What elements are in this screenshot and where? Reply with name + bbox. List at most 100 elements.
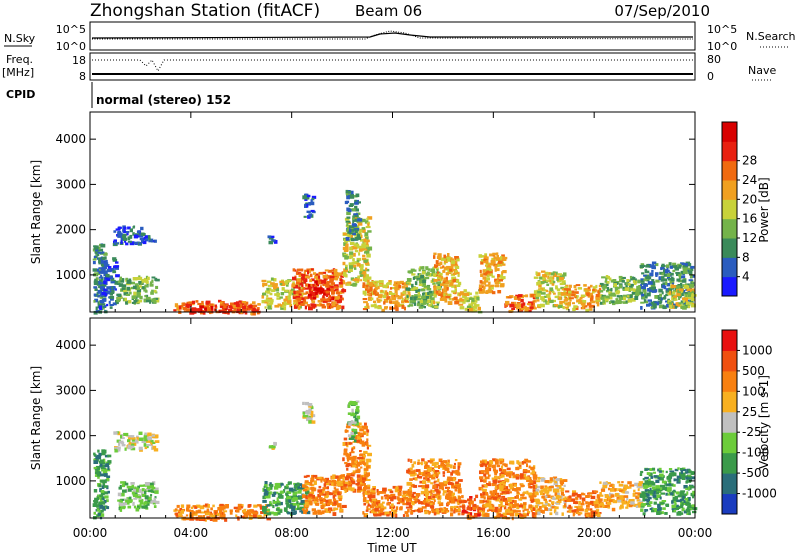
data-cell: [516, 487, 521, 491]
data-cell: [594, 504, 599, 507]
data-cell: [365, 499, 370, 504]
data-cell: [120, 505, 124, 509]
data-cell: [430, 489, 433, 494]
data-cell: [595, 499, 599, 503]
data-cell: [554, 506, 559, 510]
data-cell: [478, 506, 481, 509]
data-cell: [452, 278, 458, 283]
data-cell: [461, 511, 465, 516]
data-cell: [295, 281, 300, 285]
data-cell: [444, 260, 448, 264]
data-cell: [534, 294, 538, 298]
data-cell: [688, 268, 694, 272]
data-cell: [515, 494, 519, 499]
data-cell: [677, 289, 681, 294]
data-cell: [481, 281, 486, 285]
data-cell: [575, 496, 579, 500]
data-cell: [131, 445, 135, 448]
data-cell: [327, 275, 332, 279]
data-cell: [351, 480, 356, 485]
data-cell: [598, 505, 603, 508]
data-cell: [288, 292, 292, 296]
data-cell: [603, 295, 609, 299]
nsearch-trace: [92, 30, 694, 40]
data-cell: [638, 500, 643, 504]
data-cell: [378, 284, 382, 287]
data-cell: [483, 514, 488, 517]
data-cell: [359, 239, 364, 242]
data-cell: [110, 292, 113, 296]
data-cell: [424, 295, 430, 299]
data-cell: [560, 279, 563, 282]
data-cell: [336, 292, 340, 295]
data-cell: [433, 300, 436, 305]
data-cell: [300, 277, 305, 281]
data-cell: [433, 493, 438, 497]
data-cell: [492, 252, 498, 256]
data-cell: [494, 264, 498, 268]
data-cell: [442, 460, 448, 464]
data-cell: [347, 230, 350, 234]
data-cell: [373, 300, 377, 303]
data-cell: [619, 296, 622, 300]
data-cell: [538, 283, 542, 288]
data-cell: [180, 305, 184, 308]
data-cell: [639, 291, 643, 294]
colorbar-tick-label: 12: [742, 231, 757, 245]
data-cell: [101, 256, 106, 260]
data-cell: [429, 505, 435, 509]
data-cell: [527, 492, 532, 496]
data-cell: [627, 294, 633, 299]
data-cell: [363, 497, 367, 501]
data-cell: [446, 286, 449, 291]
data-cell: [386, 514, 390, 517]
data-cell: [450, 512, 454, 517]
data-cell: [455, 299, 460, 303]
data-cell: [311, 508, 316, 512]
data-cell: [95, 250, 98, 255]
data-cell: [455, 469, 460, 472]
data-cell: [432, 269, 436, 272]
data-cell: [671, 265, 677, 268]
data-cell: [371, 510, 375, 513]
data-cell: [104, 495, 109, 499]
data-cell: [562, 282, 565, 285]
data-cell: [440, 483, 444, 487]
data-cell: [125, 301, 129, 305]
data-cell: [364, 220, 369, 224]
data-cell: [346, 193, 351, 197]
data-cell: [425, 491, 429, 495]
data-cell: [154, 277, 158, 281]
data-cell: [625, 300, 629, 303]
data-cell: [222, 513, 226, 517]
data-cell: [295, 298, 299, 303]
data-cell: [434, 305, 439, 309]
data-cell: [351, 237, 355, 242]
data-cell: [503, 505, 507, 510]
nsky-label: N.Sky: [4, 32, 36, 45]
data-cell: [311, 474, 314, 479]
data-cell: [287, 511, 291, 515]
data-cell: [373, 284, 376, 287]
data-cell: [508, 475, 512, 479]
data-cell: [512, 509, 517, 512]
data-cell: [607, 505, 611, 509]
data-cell: [317, 278, 321, 281]
data-cell: [185, 303, 188, 308]
data-cell: [183, 310, 188, 313]
data-cell: [513, 500, 517, 504]
data-cell: [113, 230, 117, 233]
data-cell: [607, 288, 612, 292]
data-cell: [433, 293, 436, 297]
data-cell: [349, 241, 355, 245]
data-cell: [373, 283, 378, 287]
data-cell: [229, 510, 233, 515]
data-cell: [237, 517, 240, 521]
data-cell: [446, 259, 451, 262]
data-cell: [99, 248, 104, 252]
data-cell: [364, 473, 369, 478]
data-cell: [509, 513, 515, 517]
data-cell: [618, 488, 622, 491]
data-cell: [105, 463, 110, 468]
